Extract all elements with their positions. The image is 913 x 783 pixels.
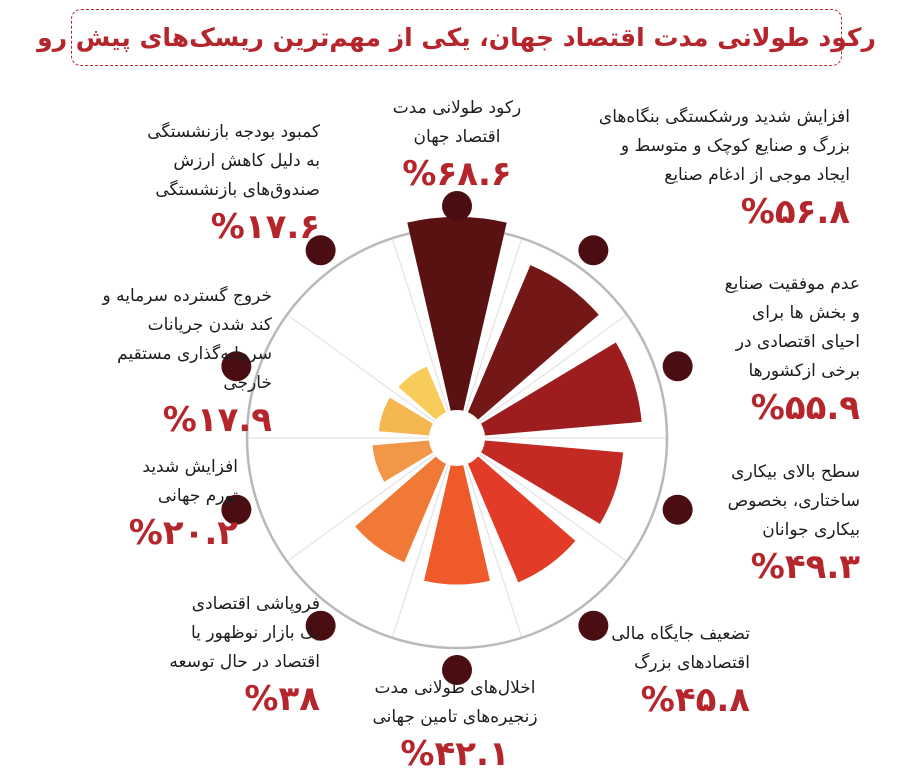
grid-spoke — [391, 238, 449, 412]
category-label-line: افزایش شدید ورشکستگی بنگاه‌های — [598, 107, 850, 127]
category-label-line: اقتصاد در حال توسعه — [169, 652, 320, 672]
title-box: رکود طولانی مدت اقتصاد جهان، یکی از مهم‌… — [37, 9, 876, 66]
marker-dot — [221, 494, 252, 525]
value-label: %۳۸ — [244, 679, 320, 719]
marker-dot — [578, 235, 609, 266]
category-label-line: ایجاد موجی از ادغام صنایع — [664, 165, 850, 185]
marker-dots — [221, 191, 693, 685]
category-label: تضعیف جایگاه مالی اقتصادهای بزرگ %۴۵.۸ — [600, 620, 750, 720]
value-label: %۵۶.۸ — [740, 192, 850, 232]
category-label: اخلال‌های طولانی مدت زنجیره‌های تامین جها… — [360, 674, 550, 774]
category-label-line: بیکاری جوانان — [762, 520, 860, 540]
grid-spoke — [286, 453, 435, 562]
value-label: %۲۰.۲ — [128, 513, 238, 553]
category-label-line: تورم جهانی — [157, 486, 238, 506]
category-label: افزایش شدید ورشکستگی بنگاه‌های بزرگ و صنا… — [560, 103, 850, 232]
category-label-line: کمبود بودجه بازنشستگی — [147, 122, 320, 142]
category-label-line: برخی ازکشورها — [748, 361, 860, 381]
bar — [481, 440, 624, 524]
marker-dot — [578, 610, 609, 641]
value-label: %۴۹.۳ — [750, 547, 860, 587]
grid-spoke — [286, 314, 435, 423]
grid-spoke — [479, 453, 628, 562]
value-label: %۴۵.۸ — [640, 680, 750, 720]
bar — [378, 397, 433, 436]
grid-spoke — [465, 238, 523, 412]
bar — [467, 456, 576, 583]
category-label-line: بزرگ و صنایع کوچک و متوسط و — [620, 136, 850, 156]
category-label-line: صندوق‌های بازنشستگی — [155, 180, 320, 200]
category-label-line: تضعیف جایگاه مالی — [611, 624, 750, 644]
category-label-line: خارجی — [223, 373, 272, 393]
category-label-line: اقتصاد جهان — [413, 127, 501, 147]
category-label-line: سطح بالای بیکاری — [731, 462, 860, 482]
category-label-line: و بخش ها برای — [751, 303, 860, 323]
category-label-line: احیای اقتصادی در — [735, 332, 860, 352]
bar — [481, 342, 642, 436]
category-label: سطح بالای بیکاری ساختاری، بخصوص بیکاری جوا… — [690, 458, 860, 587]
bar — [398, 366, 447, 420]
marker-dot — [442, 655, 472, 685]
category-label-line: عدم موفقیت صنایع — [724, 274, 860, 294]
category-label: افزایش شدید تورم جهانی %۲۰.۲ — [120, 453, 238, 553]
category-label-line: فروپاشی اقتصادی — [191, 594, 320, 614]
value-label: %۵۵.۹ — [750, 388, 860, 428]
category-label: رکود طولانی مدت اقتصاد جهان %۶۸.۶ — [372, 94, 542, 194]
grid-spoke — [479, 314, 628, 423]
marker-dot — [305, 610, 336, 641]
bar — [424, 465, 490, 585]
category-label-line: افزایش شدید — [142, 457, 238, 477]
category-label-line: کند شدن جریانات — [147, 315, 272, 335]
marker-dot — [305, 235, 336, 266]
category-label-line: ساختاری، بخصوص — [727, 491, 860, 511]
category-label-line: به دلیل کاهش ارزش — [173, 151, 320, 171]
marker-dot — [442, 191, 472, 221]
bar — [467, 265, 599, 420]
chart-title: رکود طولانی مدت اقتصاد جهان، یکی از مهم‌… — [37, 23, 876, 52]
marker-dot — [662, 351, 693, 382]
value-label: %۱۷.۹ — [162, 400, 272, 440]
category-label: کمبود بودجه بازنشستگی به دلیل کاهش ارزش صن… — [120, 118, 320, 247]
category-label-line: اخلال‌های طولانی مدت — [374, 678, 536, 698]
value-label: %۱۷.۶ — [210, 207, 320, 247]
bar — [407, 216, 507, 411]
bar — [372, 440, 433, 482]
center-hole — [431, 412, 483, 464]
category-label-line: یک بازار نوظهور یا — [191, 623, 320, 643]
marker-dot — [221, 351, 252, 382]
category-label: خروج گسترده سرمایه و کند شدن جریانات سرمای… — [60, 282, 273, 440]
category-label-line: اقتصادهای بزرگ — [634, 653, 750, 673]
grid-spoke — [465, 464, 523, 638]
category-label-line: رکود طولانی مدت — [392, 98, 522, 118]
grid-spokes — [247, 238, 667, 638]
value-label: %۴۲.۱ — [400, 734, 510, 774]
category-label-line: زنجیره‌های تامین جهانی — [372, 707, 538, 727]
marker-dot — [662, 494, 693, 525]
value-label: %۶۸.۶ — [402, 154, 512, 194]
category-label: فروپاشی اقتصادی یک بازار نوظهور یا اقتصاد … — [140, 590, 320, 719]
category-label: عدم موفقیت صنایع و بخش ها برای احیای اقتصا… — [690, 270, 860, 428]
bars — [355, 216, 642, 585]
bar — [355, 456, 447, 563]
grid-spoke — [391, 464, 449, 638]
category-label-line: سرمایه‌گذاری مستقیم — [117, 344, 272, 364]
category-label-line: خروج گسترده سرمایه و — [102, 286, 273, 306]
